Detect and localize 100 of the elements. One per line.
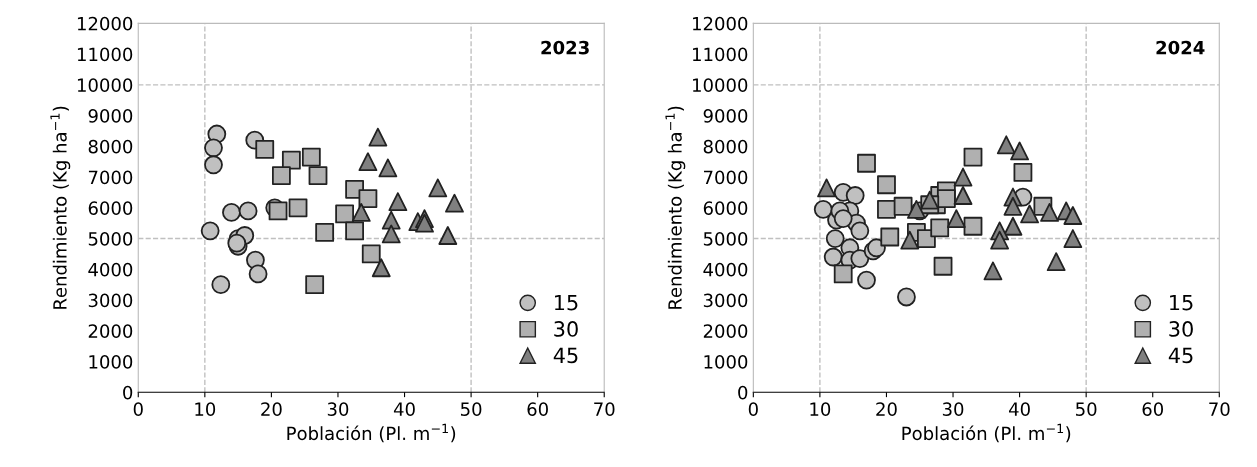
point xyxy=(222,203,241,222)
x-axis-title: Población (Pl. m$^{−1}$) xyxy=(902,423,1071,443)
point xyxy=(388,192,408,212)
point xyxy=(200,221,220,241)
y-tick-label: 0 xyxy=(123,385,133,400)
y-tick-label: 9000 xyxy=(703,109,748,123)
y-tick-label: 11000 xyxy=(77,47,133,62)
point xyxy=(335,204,355,224)
y-tick-label: 1000 xyxy=(89,354,133,369)
point xyxy=(271,166,291,185)
point xyxy=(1063,206,1083,225)
point xyxy=(1003,216,1023,236)
x-tick-label: 10 xyxy=(195,402,216,416)
point xyxy=(996,135,1016,155)
legend-label: 30 xyxy=(554,321,578,337)
x-tick-label: 40 xyxy=(1008,402,1030,416)
point xyxy=(963,147,983,167)
point xyxy=(850,249,870,268)
y-tick-label: 2000 xyxy=(88,324,133,338)
x-tick-label: 20 xyxy=(876,402,897,416)
legend-label: 15 xyxy=(1170,294,1193,311)
point xyxy=(877,199,896,219)
y-tick-label: 8000 xyxy=(703,139,748,154)
point xyxy=(351,203,371,222)
point xyxy=(1003,196,1023,216)
point xyxy=(833,209,853,228)
point xyxy=(288,198,308,218)
point xyxy=(930,218,950,238)
point xyxy=(900,230,920,250)
y-tick-label: 7000 xyxy=(704,170,748,185)
point xyxy=(953,167,973,187)
legend-label: 15 xyxy=(555,294,578,311)
point xyxy=(877,175,896,195)
point xyxy=(857,153,876,173)
x-tick-label: 50 xyxy=(461,402,482,416)
y-tick-label: 12000 xyxy=(693,16,748,31)
y-tick-label: 4000 xyxy=(703,262,748,277)
point xyxy=(983,261,1003,281)
point xyxy=(823,247,843,267)
point xyxy=(415,213,434,233)
point xyxy=(1046,252,1066,272)
point xyxy=(438,226,458,245)
y-tick-label: 11000 xyxy=(693,47,748,62)
x-tick-label: 0 xyxy=(748,402,758,416)
point xyxy=(817,178,836,198)
y-tick-label: 5000 xyxy=(88,232,133,246)
point xyxy=(308,166,328,185)
point xyxy=(893,196,913,216)
point xyxy=(378,158,398,178)
point xyxy=(953,186,973,205)
y-tick-label: 2000 xyxy=(703,324,748,338)
point xyxy=(381,210,401,230)
y-tick-label: 12000 xyxy=(77,16,133,31)
y-tick-label: 1000 xyxy=(704,354,748,369)
point xyxy=(1010,141,1030,161)
y-tick-label: 3000 xyxy=(88,293,133,308)
point xyxy=(990,230,1010,250)
point xyxy=(204,138,223,158)
point xyxy=(381,224,401,244)
point xyxy=(845,186,865,205)
y-tick-label: 4000 xyxy=(88,262,133,277)
point xyxy=(211,275,231,295)
point xyxy=(946,209,966,228)
x-tick-label: 50 xyxy=(1076,402,1097,416)
y-tick-label: 5000 xyxy=(703,232,748,246)
point xyxy=(305,275,325,295)
point xyxy=(358,152,378,172)
legend-label: 30 xyxy=(1169,321,1193,337)
point xyxy=(345,221,365,241)
x-tick-label: 40 xyxy=(393,402,415,416)
x-tick-label: 70 xyxy=(1209,402,1230,416)
x-tick-label: 70 xyxy=(594,402,615,416)
point xyxy=(361,244,381,264)
point xyxy=(301,147,321,167)
point xyxy=(907,199,926,219)
y-tick-label: 10000 xyxy=(77,78,133,92)
point xyxy=(248,264,268,284)
point xyxy=(445,193,464,213)
y-tick-label: 3000 xyxy=(703,293,748,308)
point xyxy=(1020,204,1039,224)
y-tick-label: 9000 xyxy=(88,109,133,123)
point xyxy=(897,287,916,307)
x-tick-label: 60 xyxy=(1142,402,1164,416)
point xyxy=(1013,163,1033,182)
point xyxy=(255,139,275,159)
x-axis-title: Población (Pl. m$^{−1}$) xyxy=(287,423,456,443)
x-tick-label: 60 xyxy=(527,402,548,416)
y-tick-label: 6000 xyxy=(703,201,748,215)
point xyxy=(204,155,223,175)
y-tick-label: 8000 xyxy=(88,139,133,154)
point xyxy=(315,222,335,242)
legend-label: 45 xyxy=(1168,347,1193,364)
x-tick-label: 10 xyxy=(810,402,831,416)
text: 2023 xyxy=(541,40,589,55)
point xyxy=(825,229,845,248)
text: 2024 xyxy=(1156,40,1205,55)
point xyxy=(850,221,870,241)
point xyxy=(880,227,900,247)
point xyxy=(857,270,876,290)
point xyxy=(281,150,301,170)
